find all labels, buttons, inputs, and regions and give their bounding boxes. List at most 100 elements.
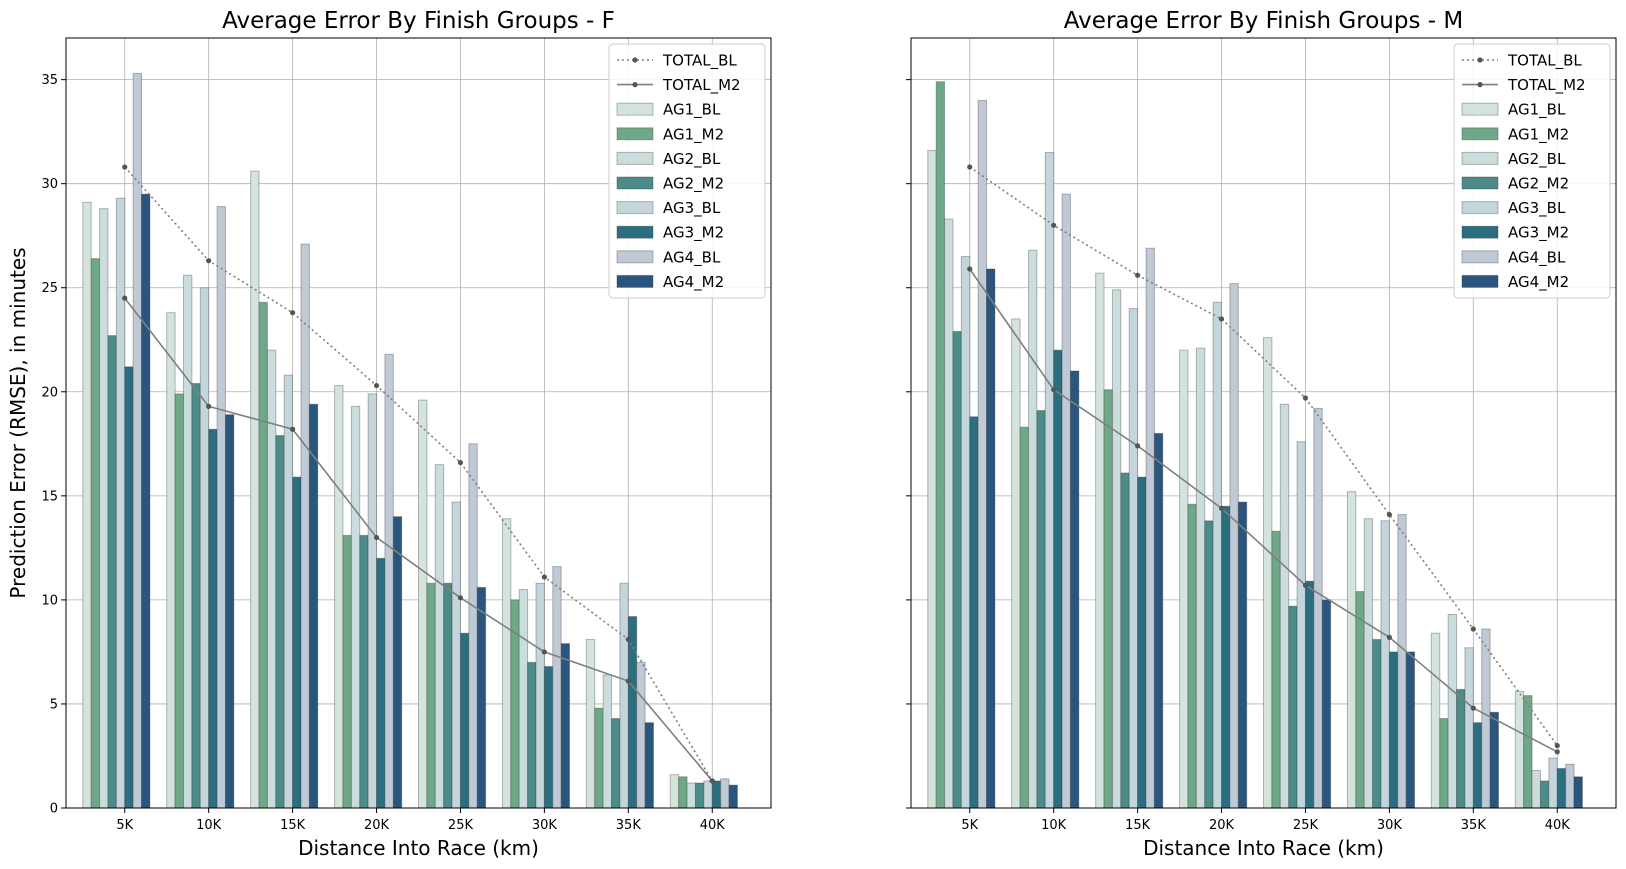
chart-1-bar-ag2-m2-40k (1539, 780, 1550, 809)
chart-1-point-total-bl-10k (1051, 222, 1057, 228)
chart-1-bar-ag3-m2-35k (1472, 722, 1483, 809)
chart-1-point-total-bl-20k (1218, 316, 1225, 322)
chart-0-xtick-label-10k: 10K (196, 818, 222, 833)
chart-0-point-total-m2-40k (709, 778, 715, 784)
chart-0-xtick-label-25k: 25K (448, 818, 474, 833)
chart-1-bar-ag4-m2-10k (1069, 370, 1080, 809)
chart-1-bar-ag4-bl-5k (977, 99, 988, 809)
chart-0-bar-ag4-bl-15k (300, 243, 310, 809)
chart-1-point-total-bl-5k (967, 164, 973, 170)
chart-0-bar-ag3-bl-40k (703, 780, 713, 809)
chart-1-point-total-bl-15k (1135, 272, 1141, 278)
chart-0-point-total-m2-10k (206, 403, 212, 409)
chart-1-bar-ag3-m2-10k (1053, 349, 1063, 809)
chart-1-bar-ag2-bl-25k (1279, 403, 1290, 809)
chart-0-ytick-label-25: 25 (41, 281, 58, 296)
chart-0-bar-ag2-m2-5k (107, 335, 117, 809)
chart-1-bar-ag3-m2-15k (1137, 476, 1147, 809)
chart-1-title: Average Error By Finish Groups - M (1064, 8, 1463, 34)
chart-0-bar-ag1-bl-10k (166, 312, 176, 809)
chart-1-point-total-m2-30k (1386, 634, 1392, 640)
chart-1-point-total-m2-5k (967, 266, 973, 272)
chart-0-point-total-bl-15k (290, 310, 296, 316)
chart-1-legend-swatch-ag4-bl (1461, 250, 1499, 264)
chart-0-legend-label-total-bl: TOTAL_BL (662, 52, 737, 71)
chart-0-legend-label-ag3-m2: AG3_M2 (663, 224, 724, 243)
chart-1-legend-swatch-ag2-bl (1461, 151, 1499, 165)
chart-0-bar-ag1-m2-25k (426, 582, 436, 809)
chart-0-legend-marker-total-m2 (632, 82, 638, 88)
chart-1-bar-ag2-m2-10k (1036, 410, 1046, 809)
chart-0-bar-ag3-bl-30k (535, 582, 545, 809)
chart-1-bar-ag2-bl-15k (1111, 289, 1122, 809)
chart-0-bar-ag3-m2-30k (543, 665, 554, 809)
chart-0-point-total-bl-30k (541, 574, 547, 580)
chart-1-legend-label-ag1-m2: AG1_M2 (1508, 125, 1569, 144)
chart-1-point-total-bl-40k (1554, 742, 1560, 749)
chart-1-legend-label-ag3-m2: AG3_M2 (1508, 224, 1569, 243)
chart-0-bar-ag2-m2-10k (191, 382, 201, 809)
chart-1-plot-frame (910, 37, 1617, 809)
chart-0-bar-ag4-bl-30k (552, 566, 562, 809)
chart-0-bar-ag4-m2-15k (308, 403, 319, 809)
chart-1-bar-ag1-bl-5k (927, 149, 937, 809)
chart-0-bar-ag2-bl-20k (350, 405, 361, 809)
chart-1-point-total-m2-20k (1218, 505, 1225, 511)
chart-1-xtick-label-30k: 30K (1377, 818, 1403, 833)
chart-0-bar-ag1-m2-40k (678, 776, 688, 809)
chart-1-bar-ag1-bl-40k (1514, 690, 1525, 809)
chart-1-bar-ag2-bl-5k (944, 218, 954, 809)
chart-0-point-total-bl-20k (373, 382, 380, 389)
chart-1-line-total-bl (969, 166, 1558, 747)
chart-0-legend-label-ag2-m2: AG2_M2 (663, 175, 724, 194)
chart-0-bar-ag3-bl-25k (451, 501, 461, 809)
chart-0-point-total-bl-10k (206, 258, 212, 264)
chart-0-legend-swatch-ag1-bl (616, 102, 654, 116)
chart-0-ytick-label-10: 10 (41, 593, 58, 608)
chart-0-bar-ag4-m2-35k (644, 722, 654, 809)
chart-1-legend-marker-total-bl (1477, 57, 1483, 63)
chart-1-bar-ag4-bl-35k (1481, 628, 1491, 809)
chart-1-bar-ag4-m2-30k (1405, 651, 1416, 809)
chart-1-bar-ag2-bl-35k (1447, 613, 1458, 809)
chart-1-legend-swatch-ag3-bl (1461, 201, 1499, 215)
chart-0-bar-ag3-m2-10k (208, 428, 218, 809)
chart-1-point-total-m2-40k (1554, 749, 1560, 755)
chart-1-bar-ag4-bl-30k (1397, 514, 1407, 809)
chart-0-bar-ag1-bl-30k (501, 518, 512, 809)
chart-1-bar-ag1-bl-15k (1095, 272, 1105, 809)
chart-1-point-total-bl-35k (1470, 626, 1476, 632)
chart-0-xtick-label-20k: 20K (364, 818, 390, 833)
chart-0-point-total-bl-5k (122, 164, 128, 170)
chart-1-bar-ag4-bl-25k (1313, 407, 1323, 809)
chart-0-point-total-bl-25k (457, 459, 464, 466)
chart-1-point-total-m2-25k (1302, 582, 1309, 588)
chart-1-xlabel: Distance Into Race (km) (1143, 836, 1384, 860)
chart-1-bar-ag3-bl-15k (1128, 308, 1139, 809)
chart-1-point-total-bl-30k (1386, 511, 1392, 518)
chart-0-bar-ag1-bl-40k (669, 774, 680, 809)
chart-0-bar-ag3-m2-40k (711, 780, 722, 809)
chart-1-bar-ag1-bl-25k (1263, 337, 1273, 809)
chart-1-bar-ag2-m2-5k (952, 330, 962, 809)
chart-1-bar-ag2-m2-35k (1456, 688, 1466, 809)
chart-1-bar-ag3-bl-30k (1380, 520, 1390, 809)
chart-0-bar-ag2-bl-5k (99, 208, 109, 809)
chart-0-bar-ag3-bl-10k (199, 287, 210, 809)
chart-0-legend-label-ag4-m2: AG4_M2 (663, 273, 724, 292)
chart-0-ytick-label-15: 15 (41, 489, 58, 504)
chart-1-legend-label-ag1-bl: AG1_BL (1508, 101, 1566, 120)
chart-panel-male: 5K 10K 15K 20K 25K 30K 35K 40K Average Error By … (906, 8, 1617, 860)
chart-0-bar-ag4-m2-30k (560, 643, 571, 809)
chart-1-xtick-label-40k: 40K (1545, 818, 1571, 833)
chart-0-ytick-label-0: 0 (50, 802, 58, 817)
chart-1-bar-ag4-bl-15k (1145, 247, 1155, 809)
chart-0-point-total-bl-35k (625, 636, 631, 643)
chart-0-legend-label-total-m2: TOTAL_M2 (662, 76, 741, 95)
chart-0-bar-ag3-m2-5k (124, 366, 134, 809)
chart-1-bar-ag4-bl-40k (1565, 763, 1575, 809)
chart-1-legend-marker-total-m2 (1477, 82, 1483, 88)
chart-0-legend-swatch-ag3-m2 (616, 225, 654, 239)
chart-1-bar-ag1-bl-30k (1346, 491, 1357, 809)
